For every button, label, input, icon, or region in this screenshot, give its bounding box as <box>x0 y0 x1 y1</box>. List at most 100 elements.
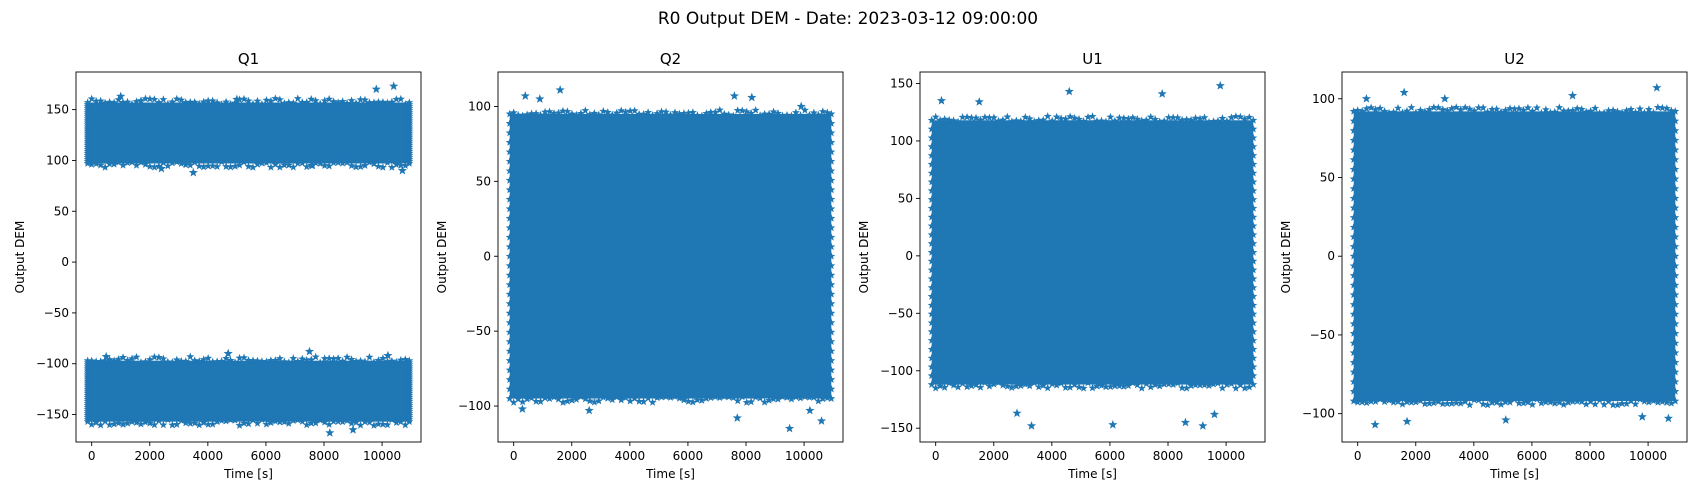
scatter-point <box>338 159 347 167</box>
y-tick-label: 0 <box>61 255 69 269</box>
scatter-point <box>1187 381 1196 390</box>
scatter-point <box>1367 103 1376 112</box>
scatter-point <box>208 96 217 105</box>
scatter-point <box>1671 126 1680 135</box>
scatter-point <box>675 394 684 402</box>
scatter-point <box>827 318 836 327</box>
scatter-point <box>599 393 608 401</box>
scatter-point <box>1649 396 1658 405</box>
scatter-point <box>827 204 836 213</box>
scatter-point <box>1358 106 1367 115</box>
scatter-point <box>186 161 195 169</box>
scatter-point <box>518 397 527 406</box>
scatter-point <box>940 383 949 391</box>
scatter-point <box>352 418 361 426</box>
scatter-point <box>159 354 168 363</box>
scatter-point <box>302 356 311 364</box>
scatter-point <box>226 415 235 424</box>
scatter-point <box>576 392 585 401</box>
scatter-point <box>1402 106 1411 115</box>
scatter-point <box>1586 106 1595 115</box>
scatter-point <box>1631 399 1640 408</box>
scatter-point <box>1349 155 1358 164</box>
scatter-point <box>827 176 836 184</box>
scatter-point <box>1671 136 1680 144</box>
scatter-point <box>1142 116 1151 124</box>
scatter-point <box>823 108 832 117</box>
scatter-point <box>1133 380 1142 389</box>
scatter-point <box>927 116 936 124</box>
scatter-outlier-point <box>1180 417 1190 427</box>
scatter-point <box>320 354 329 362</box>
scatter-point <box>1416 106 1425 114</box>
scatter-point <box>1644 105 1653 113</box>
scatter-point <box>1483 107 1492 116</box>
scatter-point <box>257 99 266 108</box>
scatter-point <box>1488 105 1497 113</box>
scatter-point <box>1671 145 1680 154</box>
scatter-point <box>1349 136 1358 144</box>
scatter-point <box>927 345 936 353</box>
x-tick-label: 10000 <box>1629 449 1667 463</box>
scatter-point <box>1591 104 1600 112</box>
scatter-point <box>119 161 128 169</box>
scatter-point <box>1537 398 1546 407</box>
scatter-point <box>1671 116 1680 125</box>
scatter-point <box>365 98 374 107</box>
scatter-point <box>284 160 293 169</box>
scatter-point <box>1519 106 1528 114</box>
scatter-point <box>572 395 581 403</box>
scatter-outlier-point <box>936 95 947 105</box>
scatter-point <box>1124 114 1133 123</box>
scatter-point <box>1640 397 1649 405</box>
scatter-point <box>248 356 257 364</box>
scatter-point <box>1671 290 1680 299</box>
scatter-outlier-point <box>307 160 317 170</box>
scatter-point <box>378 98 387 106</box>
scatter-point <box>558 398 567 406</box>
scatter-point <box>132 352 141 361</box>
scatter-point <box>1249 221 1258 230</box>
scatter-outlier-point <box>397 165 407 175</box>
panel-q1: 0 2000 4000 6000 8000 10000 −150 −100 −50 0 50 100 1… <box>13 50 422 481</box>
scatter-point <box>226 356 235 364</box>
scatter-point <box>1546 398 1555 406</box>
scatter-point <box>1048 116 1057 125</box>
scatter-point <box>374 356 383 364</box>
scatter-point <box>1353 106 1362 114</box>
scatter-point <box>253 96 262 105</box>
scatter-point <box>827 290 836 298</box>
scatter-point <box>289 354 298 362</box>
scatter-point <box>706 393 715 402</box>
scatter-point <box>927 239 936 247</box>
scatter-point <box>392 160 401 168</box>
scatter-point <box>1591 400 1600 408</box>
scatter-point <box>927 257 936 265</box>
scatter-point <box>697 396 706 404</box>
scatter-point <box>320 161 329 169</box>
axes-frame <box>75 71 422 443</box>
scatter-point <box>374 162 383 170</box>
scatter-point <box>927 309 936 318</box>
scatter-point <box>1671 174 1680 183</box>
scatter-point <box>177 95 186 104</box>
scatter-point <box>208 161 217 170</box>
scatter-point <box>1349 252 1358 260</box>
scatter-point <box>356 162 365 171</box>
scatter-point <box>509 108 518 117</box>
scatter-point <box>217 357 226 365</box>
scatter-point <box>1092 381 1101 390</box>
scatter-point <box>769 107 778 116</box>
scatter-point <box>168 358 177 366</box>
scatter-point <box>150 420 159 429</box>
scatter-point <box>298 98 307 106</box>
scatter-point <box>114 418 123 427</box>
scatter-point <box>1209 379 1218 388</box>
scatter-point <box>101 417 110 425</box>
scatter-point <box>1671 213 1680 221</box>
scatter-point <box>266 96 275 105</box>
scatter-point <box>778 392 787 401</box>
scatter-point <box>280 160 289 169</box>
scatter-point <box>1200 380 1209 389</box>
scatter-point <box>1249 116 1258 124</box>
